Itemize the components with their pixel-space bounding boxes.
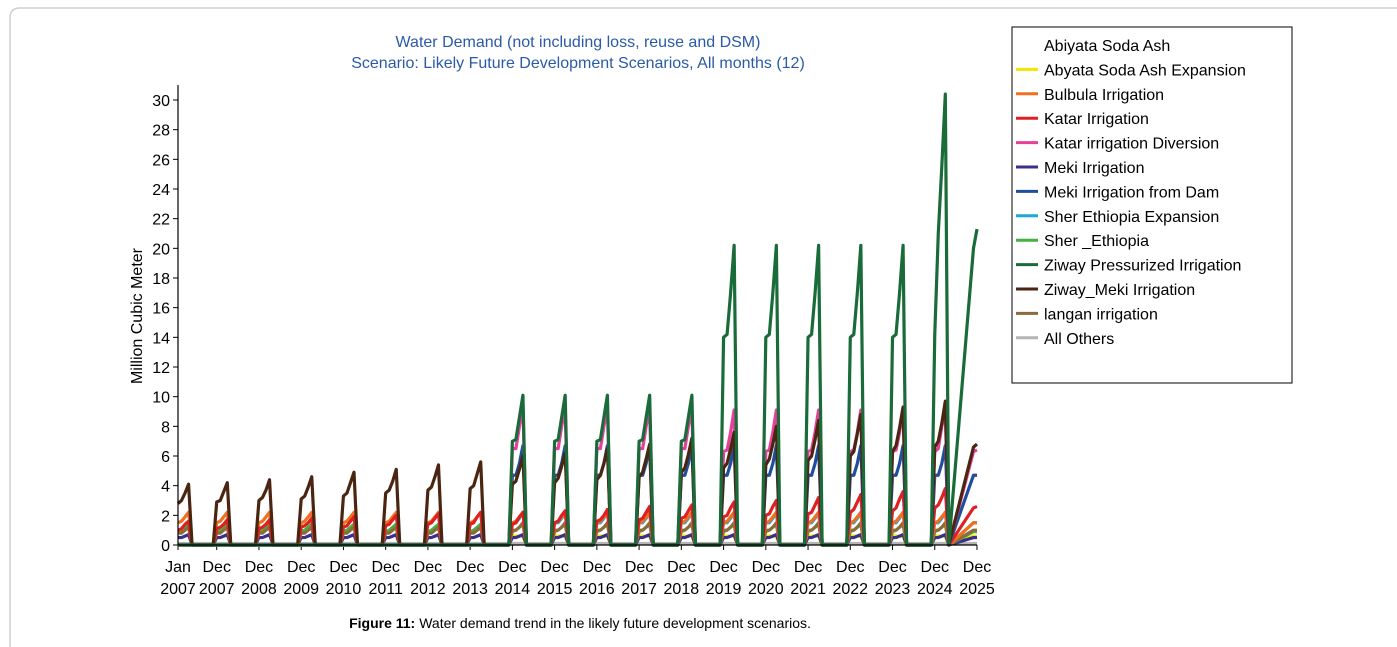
x-tick-label: Dec 2014 xyxy=(495,559,531,598)
y-tick-label: 22 xyxy=(152,212,170,229)
x-tick-label: Dec 2007 xyxy=(199,559,235,598)
caption: Figure 11: Water demand trend in the like… xyxy=(349,615,811,631)
x-tick-label: Dec 2011 xyxy=(368,559,403,598)
chart-title: Water Demand (not including loss, reuse … xyxy=(396,34,761,51)
x-tick-label: Dec 2022 xyxy=(832,559,868,598)
legend-label: Katar irrigation Diversion xyxy=(1044,136,1219,153)
y-tick-label: 4 xyxy=(161,479,170,496)
y-tick-label: 18 xyxy=(152,271,170,288)
x-tick-label: Dec 2010 xyxy=(326,559,362,598)
legend-label: Ziway Pressurized Irrigation xyxy=(1044,258,1241,275)
chart-subtitle: Scenario: Likely Future Development Scen… xyxy=(351,55,805,72)
y-tick-label: 2 xyxy=(161,508,170,525)
x-tick-label: Dec 2015 xyxy=(537,559,573,598)
legend-box xyxy=(1011,26,1293,384)
x-tick-label: Dec 2018 xyxy=(664,559,700,598)
caption-text: Water demand trend in the likely future … xyxy=(419,615,811,631)
legend-label: Abiyata Soda Ash xyxy=(1044,38,1170,55)
y-tick-label: 10 xyxy=(152,390,170,407)
y-tick-label: 0 xyxy=(161,538,170,555)
y-tick-label: 8 xyxy=(161,419,170,436)
x-tick-label: Dec 2012 xyxy=(410,559,446,598)
legend-label: Meki Irrigation xyxy=(1044,160,1144,177)
y-axis-label: Million Cubic Meter xyxy=(129,247,146,384)
x-tick-label: Dec 2025 xyxy=(959,559,995,598)
panel-border xyxy=(9,7,1397,647)
legend-label: Sher _Ethiopia xyxy=(1044,233,1149,250)
y-tick-label: 28 xyxy=(152,123,170,140)
y-tick-label: 20 xyxy=(152,241,170,258)
legend-label: Ziway_Meki Irrigation xyxy=(1044,282,1195,299)
y-tick-label: 26 xyxy=(152,152,170,169)
x-tick-label: Dec 2024 xyxy=(917,559,953,598)
legend-label: Abyata Soda Ash Expansion xyxy=(1044,62,1246,79)
y-tick-label: 12 xyxy=(152,360,170,377)
legend-label: Bulbula Irrigation xyxy=(1044,87,1164,104)
x-tick-label: Dec 2008 xyxy=(241,559,277,598)
legend-label: langan irrigation xyxy=(1044,306,1158,323)
legend-label: Sher Ethiopia Expansion xyxy=(1044,209,1219,226)
caption-label: Figure 11: xyxy=(349,615,415,631)
y-tick-label: 14 xyxy=(152,330,170,347)
x-tick-label: Dec 2013 xyxy=(452,559,488,598)
y-tick-label: 16 xyxy=(152,301,170,318)
x-tick-label: Dec 2020 xyxy=(748,559,784,598)
series-line xyxy=(178,92,979,547)
x-tick-label: Dec 2017 xyxy=(621,559,657,598)
x-tick-label: Dec 2016 xyxy=(579,559,615,598)
legend-label: Katar Irrigation xyxy=(1044,111,1149,128)
y-tick-label: 24 xyxy=(152,182,170,199)
legend-label: Meki Irrigation from Dam xyxy=(1044,184,1219,201)
series-line xyxy=(176,399,979,547)
x-tick-label: Dec 2023 xyxy=(875,559,911,598)
x-tick-label: Dec 2019 xyxy=(706,559,742,598)
x-tick-label: Jan 2007 xyxy=(160,559,196,598)
x-tick-label: Dec 2009 xyxy=(283,559,319,598)
y-tick-label: 6 xyxy=(161,449,170,466)
legend-label: All Others xyxy=(1044,331,1114,348)
x-tick-label: Dec 2021 xyxy=(790,559,826,598)
y-tick-label: 30 xyxy=(152,93,170,110)
